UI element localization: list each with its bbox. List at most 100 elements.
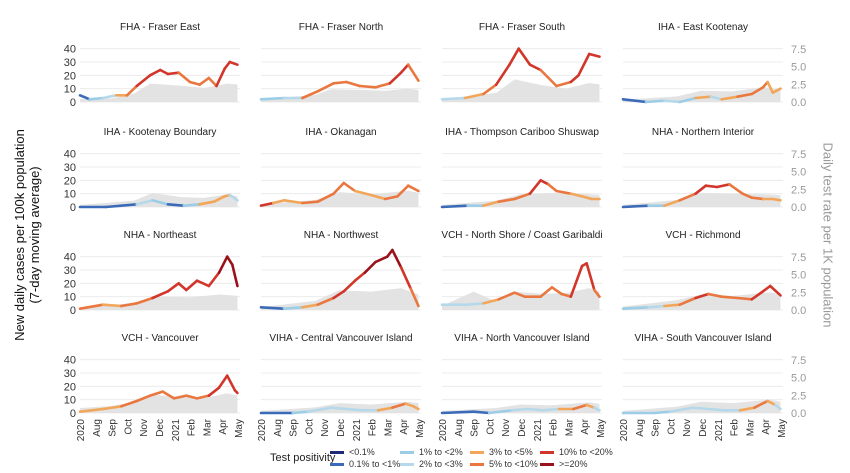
case-line-segment: [513, 291, 527, 298]
facet-panel: IHA - East Kootenay 0.0 2.5 5.0 7.5: [621, 22, 806, 109]
x-tick-label: 2020: [257, 419, 268, 442]
x-tick-label: 2021: [171, 419, 182, 442]
case-line-segment: [301, 200, 320, 205]
y-tick-label: 20: [64, 278, 76, 290]
case-line-segment: [720, 295, 739, 300]
case-line-segment: [148, 390, 165, 397]
case-line-segment: [694, 184, 708, 195]
case-line-segment: [185, 279, 199, 292]
case-line-segment: [750, 290, 765, 301]
legend-swatch: [540, 451, 554, 455]
y2-tick-label: 0.0: [791, 202, 806, 214]
case-line-segment: [158, 68, 170, 76]
case-line-segment: [539, 68, 558, 88]
panel-title: VIHA - North Vancouver Island: [454, 333, 589, 344]
y-tick-label: 20: [64, 381, 76, 393]
x-tick-label: Apr: [399, 418, 410, 434]
test-rate-area: [80, 192, 238, 207]
y-tick-label: 10: [64, 189, 76, 201]
case-line-segment: [663, 99, 682, 104]
case-line-segment: [177, 282, 188, 292]
case-line-segment: [135, 74, 152, 88]
case-line-segment: [497, 197, 516, 203]
x-tick-label: Aug: [635, 419, 646, 437]
test-rate-area: [80, 83, 238, 102]
case-line-segment: [707, 292, 723, 298]
case-line-segment: [593, 406, 601, 412]
test-rate-area: [442, 79, 600, 102]
x-tick-label: Oct: [666, 419, 677, 435]
test-rate-area: [623, 87, 781, 102]
case-line-segment: [259, 306, 286, 310]
case-line-segment: [494, 63, 511, 86]
x-tick-label: Oct: [304, 419, 315, 435]
case-line-segment: [528, 63, 542, 72]
case-line-segment: [120, 203, 139, 207]
case-line-segment: [217, 255, 229, 274]
case-line-segment: [728, 183, 744, 195]
case-line-segment: [332, 290, 346, 300]
case-line-segment: [440, 204, 469, 209]
x-tick-label: Nov: [139, 419, 150, 437]
case-line-segment: [225, 255, 234, 266]
legend-label: 2% to <3%: [419, 459, 463, 469]
x-tick-label: Nov: [320, 419, 331, 437]
y2-tick-label: 7.5: [791, 355, 806, 367]
case-line-segment: [104, 204, 123, 209]
case-line-segment: [694, 292, 710, 300]
case-line-segment: [151, 199, 170, 206]
facet-panel: VIHA - Central Vancouver Island 2020 Aug Se…: [257, 333, 426, 441]
case-line-segment: [472, 410, 491, 415]
y2-tick-label: 2.5: [791, 390, 806, 402]
case-line-segment: [753, 399, 769, 409]
x-tick-label: 2021: [714, 419, 725, 442]
case-line-segment: [198, 76, 211, 86]
panel-title: VCH - Richmond: [665, 230, 740, 241]
x-tick-label: Feb: [368, 419, 379, 437]
case-line-segment: [306, 406, 333, 413]
y-axis-left-label-text: New daily cases per 100k population (7-d…: [12, 129, 42, 341]
x-tick-label: Apr: [580, 418, 591, 434]
y2-tick-label: 2.5: [791, 184, 806, 196]
x-tick-label: Dec: [155, 419, 166, 437]
x-tick-label: Nov: [682, 419, 693, 437]
case-line-segment: [148, 68, 162, 77]
legend-label: <0.1%: [349, 447, 375, 457]
case-line-segment: [217, 374, 229, 389]
case-line-segment: [135, 199, 154, 206]
panel-title: VCH - Vancouver: [121, 333, 199, 344]
case-line-segment: [125, 84, 139, 97]
case-line-segment: [316, 192, 335, 203]
x-tick-label: May: [596, 419, 607, 438]
facet-panel: VCH - Richmond 0.0 2.5 5.0 7.5: [621, 230, 806, 317]
test-rate-area: [442, 192, 600, 207]
case-line-segment: [78, 407, 105, 413]
y-tick-label: 10: [64, 292, 76, 304]
x-tick-label: Mar: [564, 418, 575, 436]
case-line-segment: [332, 80, 348, 85]
case-line-segment: [653, 410, 672, 415]
x-tick-label: Oct: [485, 419, 496, 435]
y-tick-label: 10: [64, 395, 76, 407]
case-line-segment: [185, 394, 199, 400]
case-line-segment: [668, 406, 695, 413]
case-line-segment: [709, 95, 723, 101]
case-line-segment: [585, 262, 596, 292]
y-tick-label: 0: [70, 97, 76, 109]
facet-panel: FHA - Fraser South: [440, 22, 602, 103]
x-tick-label: Aug: [92, 419, 103, 437]
case-line-segment: [207, 271, 221, 288]
case-line-segment: [228, 60, 239, 66]
y2-tick-label: 5.0: [791, 373, 806, 385]
case-line-segment: [166, 71, 180, 76]
x-tick-label: 2021: [533, 419, 544, 442]
facet-panel: NHA - Northern Interior 0.0 2.5 5.0 7.5: [621, 127, 806, 214]
case-line-segment: [580, 195, 594, 201]
case-line-segment: [225, 374, 237, 392]
case-line-segment: [101, 94, 118, 100]
panel-title: FHA - Fraser South: [479, 22, 565, 33]
case-line-segment: [741, 192, 754, 199]
test-rate-area: [623, 192, 781, 207]
case-line-segment: [259, 201, 275, 207]
panel-title: IHA - Kootenay Boundary: [104, 127, 217, 138]
